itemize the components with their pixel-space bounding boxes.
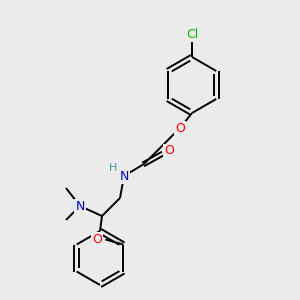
Text: O: O [175, 122, 185, 134]
Text: N: N [119, 169, 129, 182]
Text: O: O [164, 145, 174, 158]
Text: Cl: Cl [186, 28, 198, 40]
Text: H: H [109, 163, 117, 173]
Text: N: N [75, 200, 85, 212]
Text: O: O [92, 233, 102, 246]
